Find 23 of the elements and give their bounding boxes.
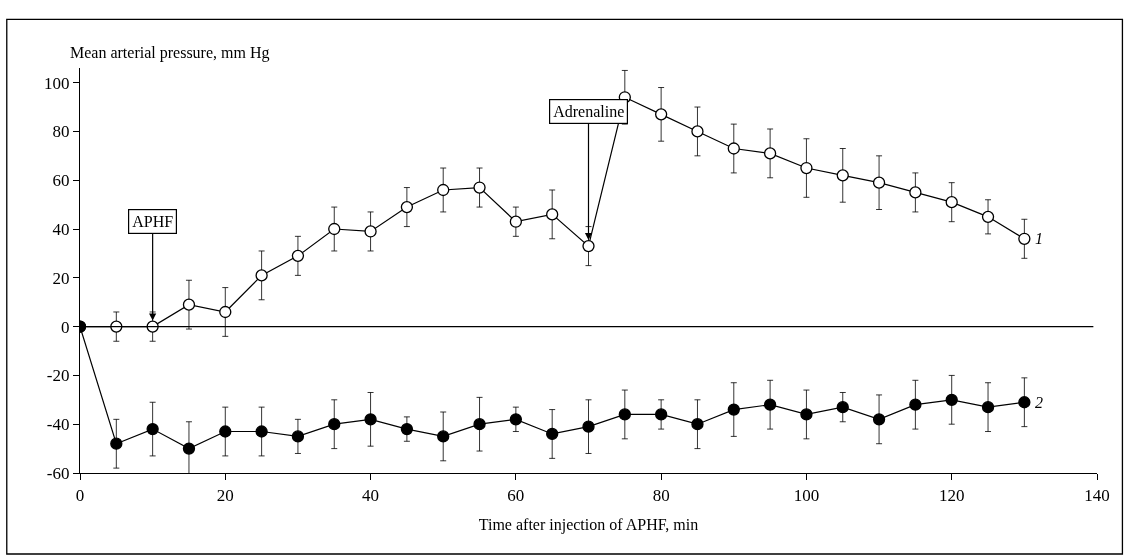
y-tick-label: -60 (46, 463, 70, 483)
x-tick-label: 40 (362, 485, 380, 505)
x-tick-label: 80 (652, 485, 670, 505)
x-tick-label: 60 (507, 485, 525, 505)
x-tick-label: 120 (938, 485, 965, 505)
series-label: 1 (1035, 230, 1043, 247)
y-tick-label: 40 (52, 219, 70, 239)
y-tick-label: -40 (46, 415, 70, 435)
y-tick-label: 80 (52, 122, 70, 142)
x-tick-label: 20 (216, 485, 234, 505)
y-tick-label: 20 (52, 268, 70, 288)
series-label: 2 (1035, 394, 1043, 411)
x-axis-title: Time after injection of APHF, min (478, 516, 699, 535)
y-axis-title: Mean arterial pressure, mm Hg (70, 44, 270, 62)
y-tick-label: 100 (43, 73, 70, 93)
y-tick-label: -20 (46, 366, 70, 386)
annotation: APHF (132, 213, 174, 231)
x-tick-label: 140 (1084, 485, 1110, 505)
x-tick-label: 100 (793, 485, 820, 505)
annotation: Adrenaline (553, 103, 625, 121)
x-tick-label: 0 (75, 485, 85, 505)
y-tick-label: 60 (52, 171, 70, 191)
y-tick-label: 0 (60, 317, 70, 337)
